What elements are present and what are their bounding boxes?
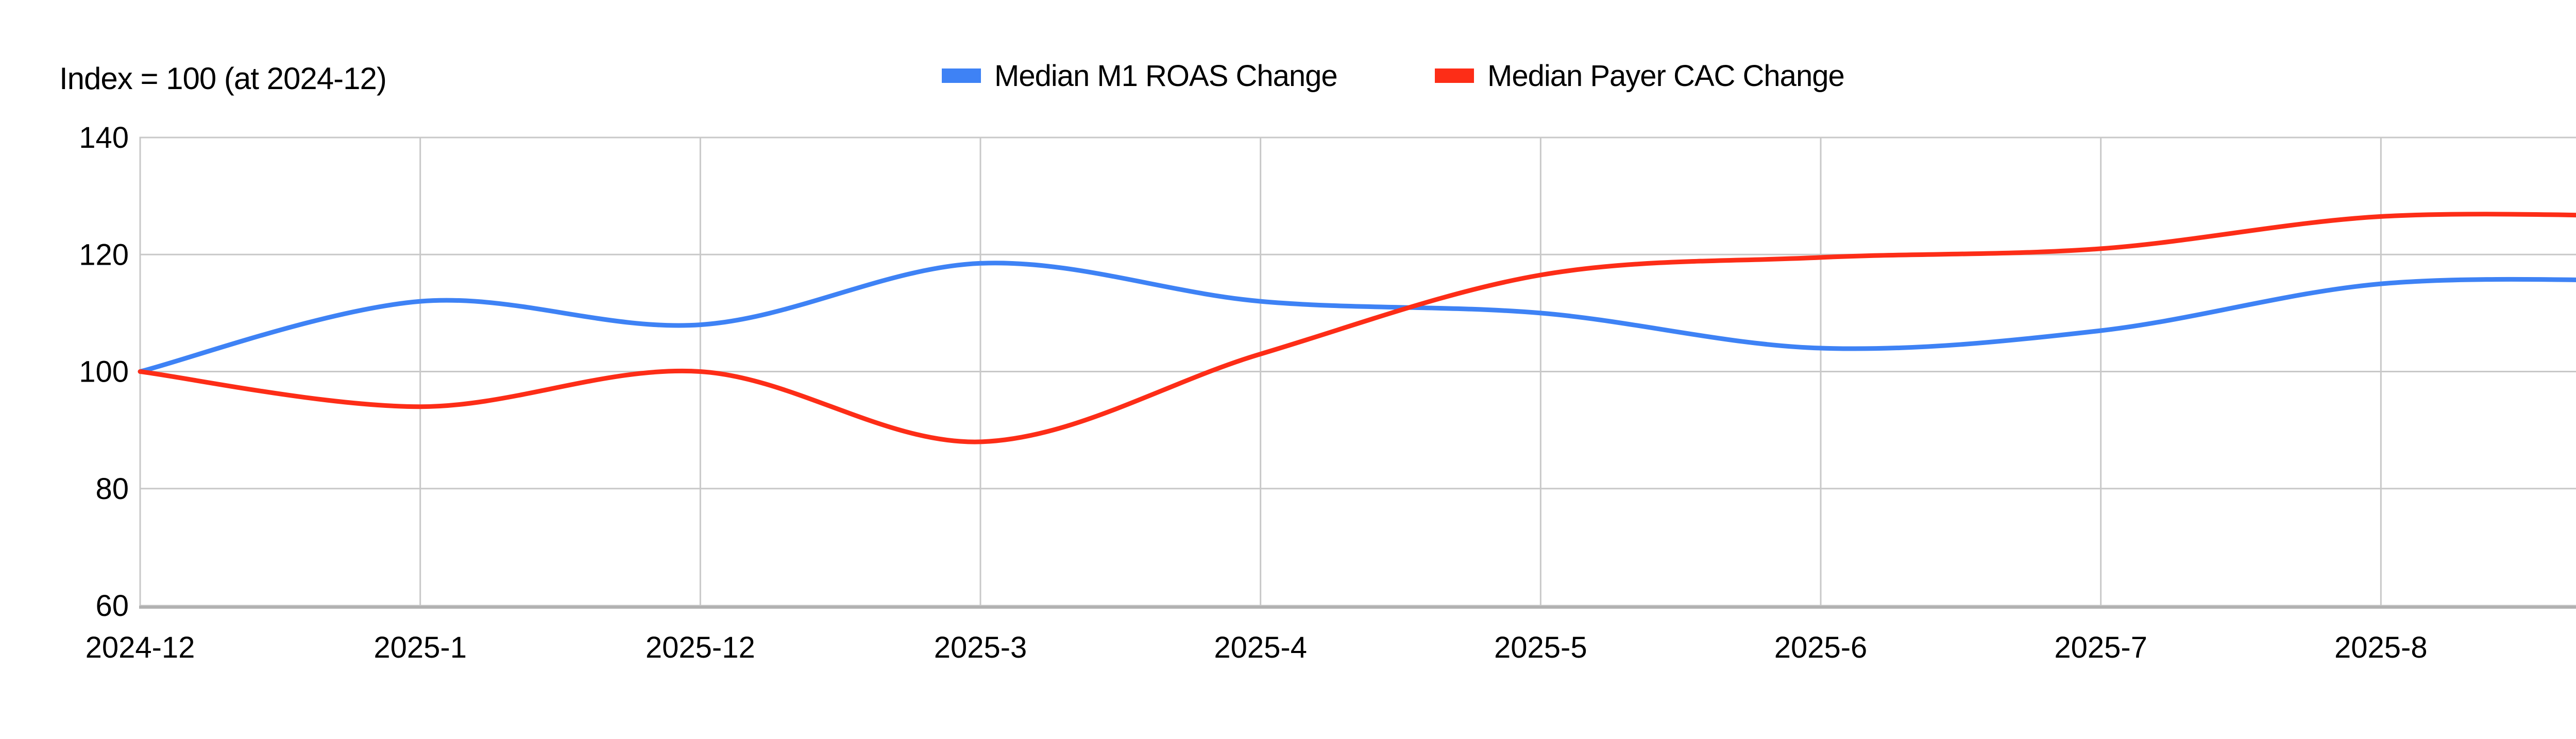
x-tick-label: 2025-7 [2054,631,2147,664]
cac-legend-swatch [1435,68,1474,83]
x-tick-label: 2025-8 [2334,631,2428,664]
x-tick-label: 2025-1 [374,631,467,664]
x-tick-label: 2024-12 [86,631,195,664]
y-tick-label: 120 [79,238,129,271]
y-tick-label: 80 [95,472,129,506]
x-tick-label: 2025-6 [1774,631,1868,664]
roas-legend-label: Median M1 ROAS Change [994,59,1338,93]
x-tick-label: 2025-5 [1494,631,1587,664]
roas-series-line [138,261,2576,374]
cac-series-line [138,212,2576,444]
legend-item-roas: Median M1 ROAS Change [942,58,1338,94]
cac-legend-label: Median Payer CAC Change [1487,59,1845,93]
roas-legend-swatch [942,68,981,83]
chart-title: Index = 100 (at 2024-12) [59,61,387,96]
x-tick-label: 2025-4 [1214,631,1307,664]
x-tick-label: 2025-3 [934,631,1027,664]
y-tick-label: 100 [79,355,129,389]
x-tick-label: 2025-12 [646,631,755,664]
legend: Median M1 ROAS Change Median Payer CAC C… [0,58,2576,94]
y-tick-label: 140 [79,121,129,154]
y-tick-label: 60 [95,589,129,623]
legend-item-cac: Median Payer CAC Change [1435,58,1845,94]
